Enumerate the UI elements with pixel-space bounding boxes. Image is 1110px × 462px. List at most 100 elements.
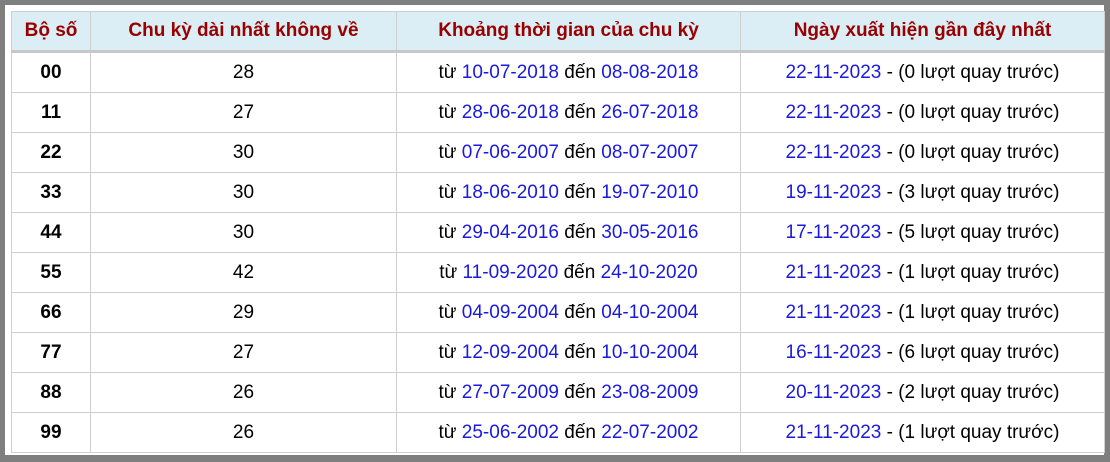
pair-cell: 88	[11, 372, 91, 413]
from-label: từ	[438, 421, 457, 443]
start-date-link[interactable]: 25-06-2002	[461, 421, 559, 443]
last-date-link[interactable]: 21-11-2023	[785, 421, 882, 443]
end-date-link[interactable]: 08-08-2018	[601, 61, 699, 83]
last-date-link[interactable]: 20-11-2023	[785, 381, 882, 403]
end-date-link[interactable]: 26-07-2018	[601, 101, 699, 123]
last-date-link[interactable]: 22-11-2023	[785, 61, 882, 83]
table-row: 11 27 từ 28-06-2018 đến 26-07-2018 22-11-20…	[11, 92, 1105, 133]
last-seen-cell: 21-11-2023 - (1 lượt quay trước)	[740, 412, 1105, 453]
last-seen-cell: 22-11-2023 - (0 lượt quay trước)	[740, 92, 1105, 133]
last-seen-cell: 21-11-2023 - (1 lượt quay trước)	[740, 252, 1105, 293]
table-row: 66 29 từ 04-09-2004 đến 04-10-2004 21-11-20…	[11, 292, 1105, 333]
to-label: đến	[564, 61, 596, 83]
pair-cell: 77	[11, 332, 91, 373]
period-cell: từ 29-04-2016 đến 30-05-2016	[396, 212, 741, 253]
table-row: 33 30 từ 18-06-2010 đến 19-07-2010 19-11-20…	[11, 172, 1105, 213]
pair-cell: 33	[11, 172, 91, 213]
last-date-link[interactable]: 17-11-2023	[785, 221, 882, 243]
draws-ago: - (1 lượt quay trước)	[881, 301, 1060, 323]
start-date-link[interactable]: 04-09-2004	[461, 301, 559, 323]
last-seen-cell: 17-11-2023 - (5 lượt quay trước)	[740, 212, 1105, 253]
period-cell: từ 04-09-2004 đến 04-10-2004	[396, 292, 741, 333]
period-cell: từ 12-09-2004 đến 10-10-2004	[396, 332, 741, 373]
from-label: từ	[438, 341, 457, 363]
period-cell: từ 07-06-2007 đến 08-07-2007	[396, 132, 741, 173]
draws-ago: - (2 lượt quay trước)	[881, 381, 1060, 403]
last-date-link[interactable]: 22-11-2023	[785, 101, 882, 123]
last-seen-cell: 19-11-2023 - (3 lượt quay trước)	[740, 172, 1105, 213]
last-seen-cell: 16-11-2023 - (6 lượt quay trước)	[740, 332, 1105, 373]
from-label: từ	[438, 61, 457, 83]
end-date-link[interactable]: 10-10-2004	[601, 341, 699, 363]
period-cell: từ 10-07-2018 đến 08-08-2018	[396, 51, 741, 93]
draws-ago: - (1 lượt quay trước)	[881, 421, 1060, 443]
period-cell: từ 27-07-2009 đến 23-08-2009	[396, 372, 741, 413]
last-date-link[interactable]: 21-11-2023	[785, 301, 882, 323]
start-date-link[interactable]: 10-07-2018	[461, 61, 559, 83]
pair-cell: 99	[11, 412, 91, 453]
to-label: đến	[564, 381, 596, 403]
last-seen-cell: 22-11-2023 - (0 lượt quay trước)	[740, 51, 1105, 93]
last-date-link[interactable]: 19-11-2023	[785, 181, 882, 203]
draws-ago: - (1 lượt quay trước)	[881, 261, 1060, 283]
end-date-link[interactable]: 08-07-2007	[601, 141, 699, 163]
pair-cell: 22	[11, 132, 91, 173]
from-label: từ	[438, 381, 457, 403]
pair-cell: 55	[11, 252, 91, 293]
end-date-link[interactable]: 24-10-2020	[600, 261, 698, 283]
start-date-link[interactable]: 07-06-2007	[461, 141, 559, 163]
cycle-table: Bộ số Chu kỳ dài nhất không về Khoảng th…	[11, 11, 1105, 453]
start-date-link[interactable]: 29-04-2016	[461, 221, 559, 243]
period-cell: từ 25-06-2002 đến 22-07-2002	[396, 412, 741, 453]
pair-cell: 66	[11, 292, 91, 333]
from-label: từ	[439, 261, 458, 283]
draws-ago: - (0 lượt quay trước)	[881, 141, 1060, 163]
draws-ago: - (5 lượt quay trước)	[881, 221, 1060, 243]
table-row: 44 30 từ 29-04-2016 đến 30-05-2016 17-11-20…	[11, 212, 1105, 253]
header-last-seen: Ngày xuất hiện gần đây nhất	[740, 11, 1105, 53]
last-seen-cell: 21-11-2023 - (1 lượt quay trước)	[740, 292, 1105, 333]
cycle-cell: 26	[90, 412, 397, 453]
start-date-link[interactable]: 18-06-2010	[461, 181, 559, 203]
end-date-link[interactable]: 19-07-2010	[601, 181, 699, 203]
draws-ago: - (6 lượt quay trước)	[881, 341, 1060, 363]
table-row: 99 26 từ 25-06-2002 đến 22-07-2002 21-11-20…	[11, 412, 1105, 453]
draws-ago: - (0 lượt quay trước)	[881, 101, 1060, 123]
header-pair: Bộ số	[11, 11, 91, 53]
end-date-link[interactable]: 23-08-2009	[601, 381, 699, 403]
cycle-cell: 27	[90, 92, 397, 133]
header-cycle: Chu kỳ dài nhất không về	[90, 11, 397, 53]
end-date-link[interactable]: 22-07-2002	[601, 421, 699, 443]
pair-cell: 00	[11, 51, 91, 93]
period-cell: từ 18-06-2010 đến 19-07-2010	[396, 172, 741, 213]
cycle-cell: 30	[90, 132, 397, 173]
table-row: 88 26 từ 27-07-2009 đến 23-08-2009 20-11-20…	[11, 372, 1105, 413]
cycle-cell: 27	[90, 332, 397, 373]
start-date-link[interactable]: 12-09-2004	[461, 341, 559, 363]
table-row: 55 42 từ 11-09-2020 đến 24-10-2020 21-11-20…	[11, 252, 1105, 293]
to-label: đến	[564, 221, 596, 243]
to-label: đến	[564, 141, 596, 163]
start-date-link[interactable]: 28-06-2018	[461, 101, 559, 123]
to-label: đến	[564, 421, 596, 443]
end-date-link[interactable]: 04-10-2004	[601, 301, 699, 323]
start-date-link[interactable]: 27-07-2009	[461, 381, 559, 403]
from-label: từ	[438, 101, 457, 123]
end-date-link[interactable]: 30-05-2016	[601, 221, 699, 243]
from-label: từ	[438, 141, 457, 163]
cycle-cell: 42	[90, 252, 397, 293]
start-date-link[interactable]: 11-09-2020	[462, 261, 559, 283]
cycle-cell: 26	[90, 372, 397, 413]
last-date-link[interactable]: 22-11-2023	[785, 141, 882, 163]
cycle-cell: 30	[90, 212, 397, 253]
last-date-link[interactable]: 21-11-2023	[785, 261, 882, 283]
from-label: từ	[438, 181, 457, 203]
to-label: đến	[564, 181, 596, 203]
table-row: 00 28 từ 10-07-2018 đến 08-08-2018 22-11-20…	[11, 51, 1105, 93]
header-period: Khoảng thời gian của chu kỳ	[396, 11, 741, 53]
last-seen-cell: 20-11-2023 - (2 lượt quay trước)	[740, 372, 1105, 413]
to-label: đến	[564, 101, 596, 123]
last-date-link[interactable]: 16-11-2023	[785, 341, 882, 363]
table-row: 77 27 từ 12-09-2004 đến 10-10-2004 16-11-20…	[11, 332, 1105, 373]
